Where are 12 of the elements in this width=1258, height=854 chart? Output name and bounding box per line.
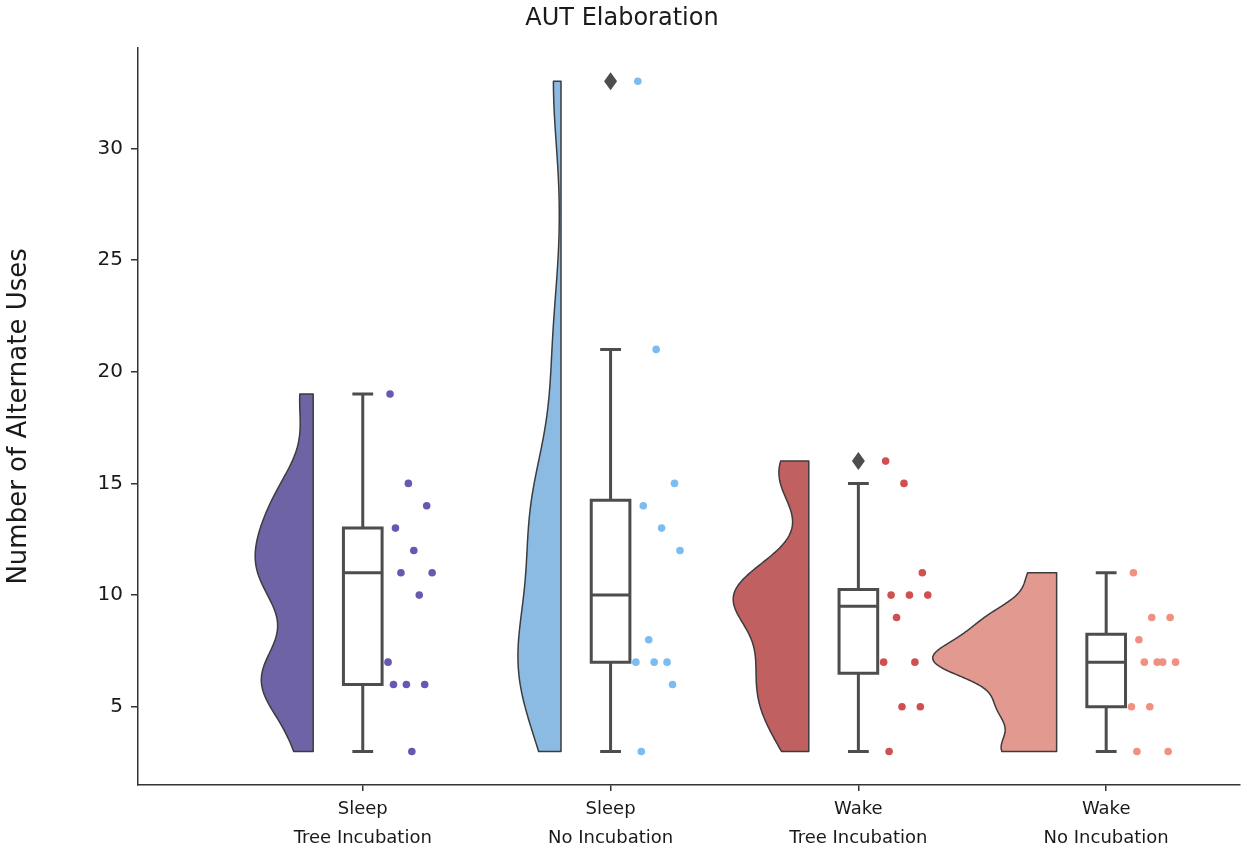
y-tick-label: 5 (110, 693, 123, 718)
y-tick-label: 25 (97, 246, 123, 271)
x-tick-label: Sleep Tree Incubation (292, 797, 432, 847)
y-tick-label: 15 (97, 469, 123, 494)
y-tick-label: 30 (97, 134, 123, 159)
x-tick-label: Wake No Incubation (1043, 797, 1169, 847)
y-tick-label: 20 (97, 357, 123, 382)
y-tick-label: 10 (97, 581, 123, 606)
x-tick-label: Sleep No Incubation (547, 797, 674, 847)
x-tick-label: Wake Tree Incubation (788, 797, 928, 847)
chart-title: AUT Elaboration (525, 2, 719, 31)
y-axis-title: Number of Alternate Uses (2, 248, 33, 585)
